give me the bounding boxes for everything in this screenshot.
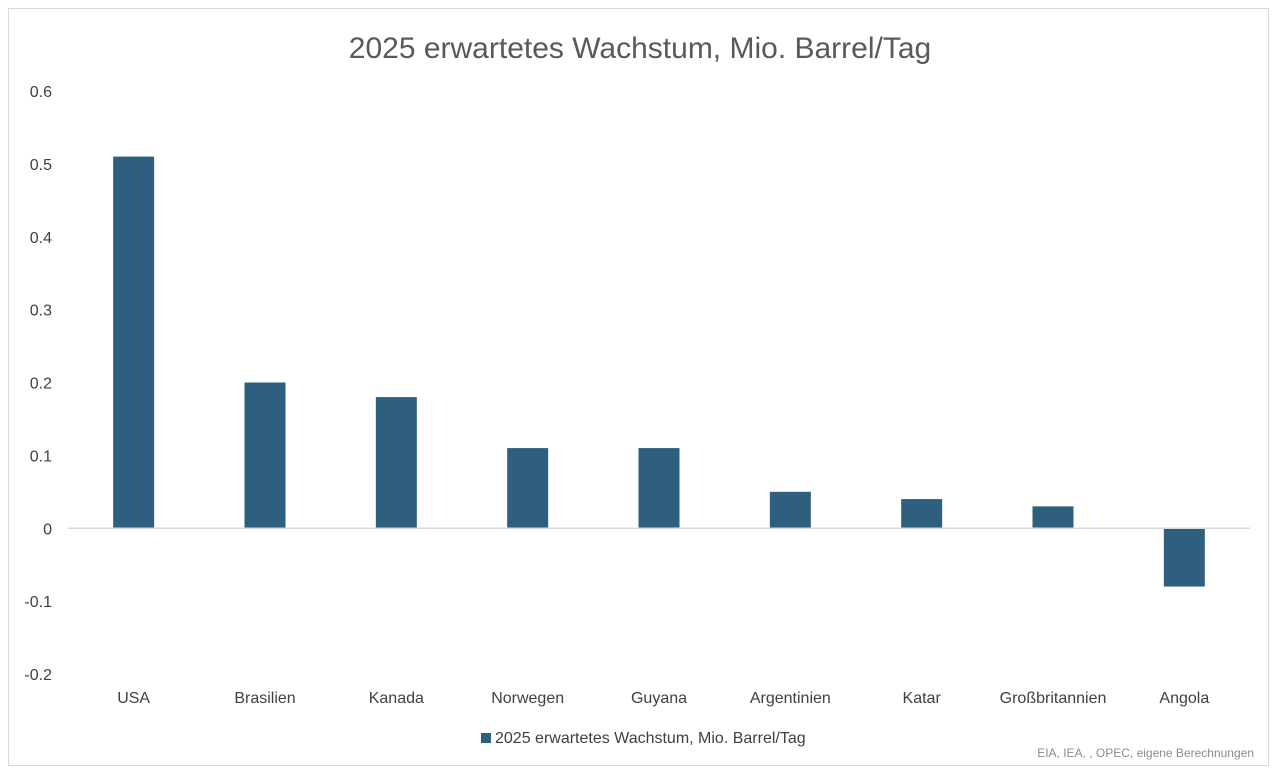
x-tick-label: Katar [903, 690, 942, 707]
y-tick-label: 0.5 [30, 157, 52, 174]
y-tick-label: 0.4 [30, 230, 52, 247]
x-tick-label: Angola [1159, 690, 1209, 707]
legend-swatch [481, 733, 491, 743]
x-tick-label: Brasilien [234, 690, 295, 707]
y-tick-label: 0 [43, 521, 52, 538]
bar-angola [1163, 528, 1205, 587]
x-tick-label: Guyana [631, 690, 687, 707]
x-axis-ticks: USA Brasilien Kanada Norwegen Guyana Argentin… [117, 690, 1209, 707]
bar-brasilien [244, 382, 286, 529]
y-tick-label: 0.2 [30, 376, 52, 393]
legend-label: 2025 erwartetes Wachstum, Mio. Barrel/Ta… [495, 730, 806, 747]
source-note: EIA, IEA, , OPEC, eigene Berechnungen [1037, 746, 1254, 760]
chart-frame [8, 8, 1269, 766]
y-tick-label: 0.6 [30, 84, 52, 101]
bar-katar [901, 499, 943, 529]
bar-großbritannien [1032, 506, 1074, 529]
chart-title: 2025 erwartetes Wachstum, Mio. Barrel/Ta… [349, 32, 931, 65]
x-tick-label: Argentinien [750, 690, 831, 707]
x-tick-label: Großbritannien [1000, 690, 1107, 707]
legend: 2025 erwartetes Wachstum, Mio. Barrel/Ta… [481, 730, 806, 747]
y-tick-label: -0.1 [24, 594, 52, 611]
bar-kanada [375, 397, 417, 529]
x-tick-label: Kanada [369, 690, 424, 707]
bar-argentinien [769, 491, 811, 529]
bar-norwegen [507, 448, 549, 529]
y-tick-label: 0.1 [30, 448, 52, 465]
y-tick-label: -0.2 [24, 667, 52, 684]
bars [113, 156, 1205, 587]
y-tick-label: 0.3 [30, 303, 52, 320]
bar-usa [113, 156, 155, 529]
x-tick-label: USA [117, 690, 150, 707]
bar-guyana [638, 448, 680, 529]
x-tick-label: Norwegen [491, 690, 564, 707]
y-axis-ticks: 0.6 0.5 0.4 0.3 0.2 0.1 0 -0.1 -0.2 [24, 84, 52, 684]
